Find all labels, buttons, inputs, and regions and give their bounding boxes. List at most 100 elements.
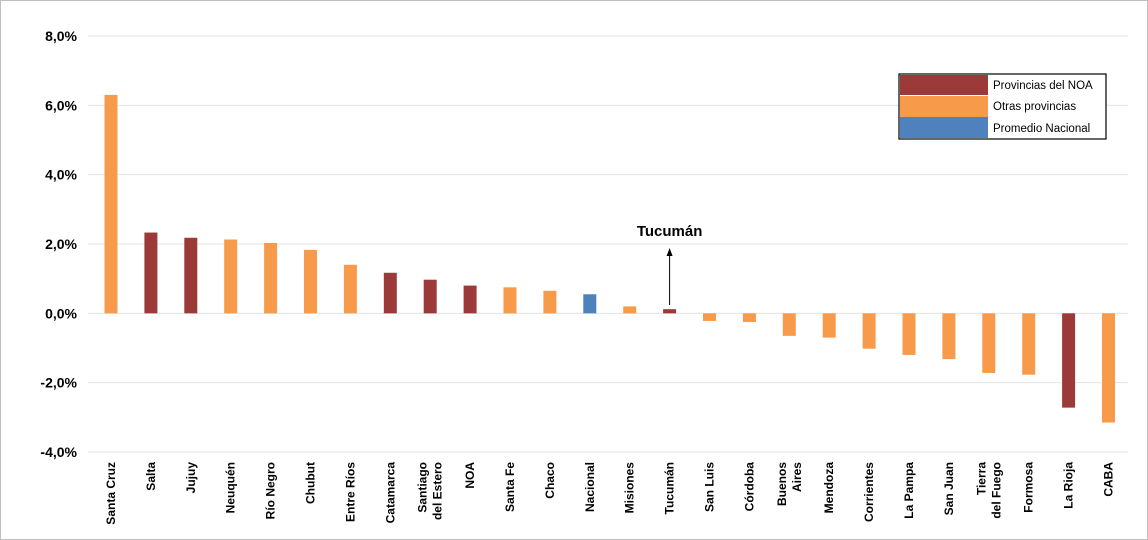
x-tick-label: Santa Cruz [104, 462, 118, 525]
x-tick-label: San Luis [703, 462, 717, 512]
x-tick-label-line: del Fuego [989, 462, 1003, 519]
x-tick-label-line: NOA [463, 462, 477, 489]
x-tick-label-line: La Rioja [1062, 462, 1076, 509]
x-tick-label: La Rioja [1062, 462, 1076, 509]
x-tick-label-line: Buenos [775, 462, 789, 506]
x-tick-label-line: San Luis [703, 462, 717, 512]
y-tick-label: -4,0% [40, 444, 77, 460]
bar [543, 290, 557, 314]
y-tick-label: 4,0% [45, 167, 77, 183]
bar [583, 294, 597, 314]
legend: Provincias del NOA Otras provincias Prom… [898, 73, 1107, 140]
legend-swatch-nacional [900, 117, 988, 138]
y-tick-label: -2,0% [40, 375, 77, 391]
x-tick-label: Formosa [1022, 462, 1036, 513]
bar [503, 287, 517, 314]
x-tick-label-line: Chaco [543, 462, 557, 499]
legend-label-noa: Provincias del NOA [993, 80, 1093, 92]
x-tick-label: Nacional [583, 462, 597, 512]
bar [1102, 313, 1115, 423]
annotation-arrowhead [666, 248, 673, 256]
bar [742, 313, 756, 322]
x-tick-label-line: Córdoba [742, 462, 756, 512]
x-tick-label: Salta [144, 462, 158, 491]
annotation-label: Tucumán [637, 223, 703, 240]
legend-label-nacional: Promedio Nacional [993, 123, 1090, 135]
x-tick-label: Corrientes [862, 462, 876, 522]
x-tick-label: CABA [1102, 462, 1116, 497]
x-tick-label: La Pampa [902, 462, 916, 519]
x-tick-label: Misiones [623, 462, 637, 514]
x-tick-label-line: La Pampa [902, 462, 916, 519]
x-tick-label-line: Entre Ríos [343, 462, 357, 522]
y-tick-label: 0,0% [45, 305, 77, 321]
bar [703, 313, 716, 321]
bar [343, 264, 357, 314]
x-tick-label-line: Salta [144, 462, 158, 491]
x-tick-label: Santa Fe [503, 462, 517, 512]
x-tick-label-line: Santa Fe [503, 462, 517, 512]
bar [463, 285, 477, 314]
x-tick-label-line: Neuquén [224, 462, 238, 513]
x-axis-category-labels: Santa Cruz Salta Jujuy Neuquén Río Negro Chub… [104, 462, 1116, 525]
bar [304, 249, 317, 314]
x-tick-label: Buenos Aires [775, 462, 804, 506]
y-tick-label: 6,0% [45, 97, 77, 113]
bar [144, 232, 158, 314]
bars [104, 94, 1115, 423]
x-tick-label: NOA [463, 462, 477, 489]
x-tick-label-line: Tierra [974, 462, 988, 495]
x-tick-label: Catamarca [383, 462, 397, 524]
x-tick-label-line: Tucumán [663, 462, 677, 514]
x-tick-label-line: Mendoza [822, 462, 836, 514]
annotation: Tucumán [637, 223, 703, 305]
x-tick-label: Tierra del Fuego [974, 462, 1003, 519]
bar [1062, 313, 1076, 408]
x-tick-label: Chaco [543, 462, 557, 499]
x-tick-label-line: Santa Cruz [104, 462, 118, 525]
bar [423, 279, 437, 314]
bar [942, 313, 956, 360]
legend-label-otras: Otras provincias [993, 101, 1076, 113]
x-tick-label-line: Formosa [1022, 462, 1036, 513]
x-tick-label-line: Chubut [304, 462, 318, 504]
x-tick-label: Córdoba [742, 462, 756, 512]
x-tick-label-line: Catamarca [383, 462, 397, 524]
x-tick-label-line: San Juan [942, 462, 956, 515]
y-axis-tick-labels: 8,0% 6,0% 4,0% 2,0% 0,0% -2,0% -4,0% [40, 28, 77, 460]
bar [902, 313, 916, 355]
x-tick-label-line: Río Negro [264, 462, 278, 519]
bar [782, 313, 796, 336]
x-tick-label: Mendoza [822, 462, 836, 514]
bar [104, 94, 118, 314]
bar [1022, 313, 1036, 375]
x-tick-label: San Juan [942, 462, 956, 515]
bar [264, 242, 278, 314]
bar [822, 313, 836, 338]
x-tick-label-line: Misiones [623, 462, 637, 514]
x-tick-label: Río Negro [264, 462, 278, 519]
y-tick-label: 2,0% [45, 236, 77, 252]
bar [663, 309, 677, 314]
bar [862, 313, 876, 349]
bar [184, 237, 198, 314]
x-tick-label-line: Aires [790, 462, 804, 492]
x-tick-label-line: Santiago [416, 462, 430, 513]
legend-swatch-noa [900, 75, 988, 95]
x-tick-label: Santiago del Estero [416, 462, 445, 520]
x-tick-label-line: Jujuy [184, 462, 198, 494]
x-tick-label: Neuquén [224, 462, 238, 513]
y-tick-label: 8,0% [45, 28, 77, 44]
bar [383, 272, 397, 314]
x-tick-label-line: Corrientes [862, 462, 876, 522]
x-tick-label: Jujuy [184, 462, 198, 494]
x-tick-label: Chubut [304, 462, 318, 504]
bar [982, 313, 996, 373]
x-tick-label: Entre Ríos [343, 462, 357, 522]
x-tick-label: Tucumán [663, 462, 677, 514]
x-tick-label-line: del Estero [431, 462, 445, 520]
legend-swatch-otras [900, 96, 988, 117]
bar [224, 239, 238, 314]
x-tick-label-line: Nacional [583, 462, 597, 512]
